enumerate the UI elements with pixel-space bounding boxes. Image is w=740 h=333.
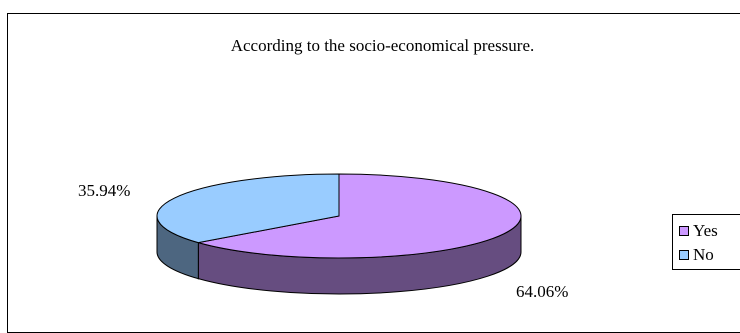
pie-chart: 64.06% 35.94%	[78, 173, 568, 301]
legend-item-no: No	[679, 244, 714, 266]
legend: Yes No	[672, 214, 740, 270]
legend-label-yes: Yes	[693, 221, 718, 240]
slice-no	[156, 173, 340, 244]
data-label-no: 35.94%	[78, 181, 130, 200]
pie-labels: 64.06% 35.94%	[78, 181, 568, 301]
legend-swatch-yes	[679, 226, 689, 236]
data-label-yes: 64.06%	[516, 282, 568, 301]
legend-item-yes: Yes	[679, 220, 718, 242]
chart-title: According to the socio-economical pressu…	[230, 36, 535, 55]
legend-swatch-no	[679, 250, 689, 260]
pie-tops	[156, 173, 522, 259]
slice-yes	[198, 173, 522, 259]
legend-label-no: No	[693, 245, 714, 264]
